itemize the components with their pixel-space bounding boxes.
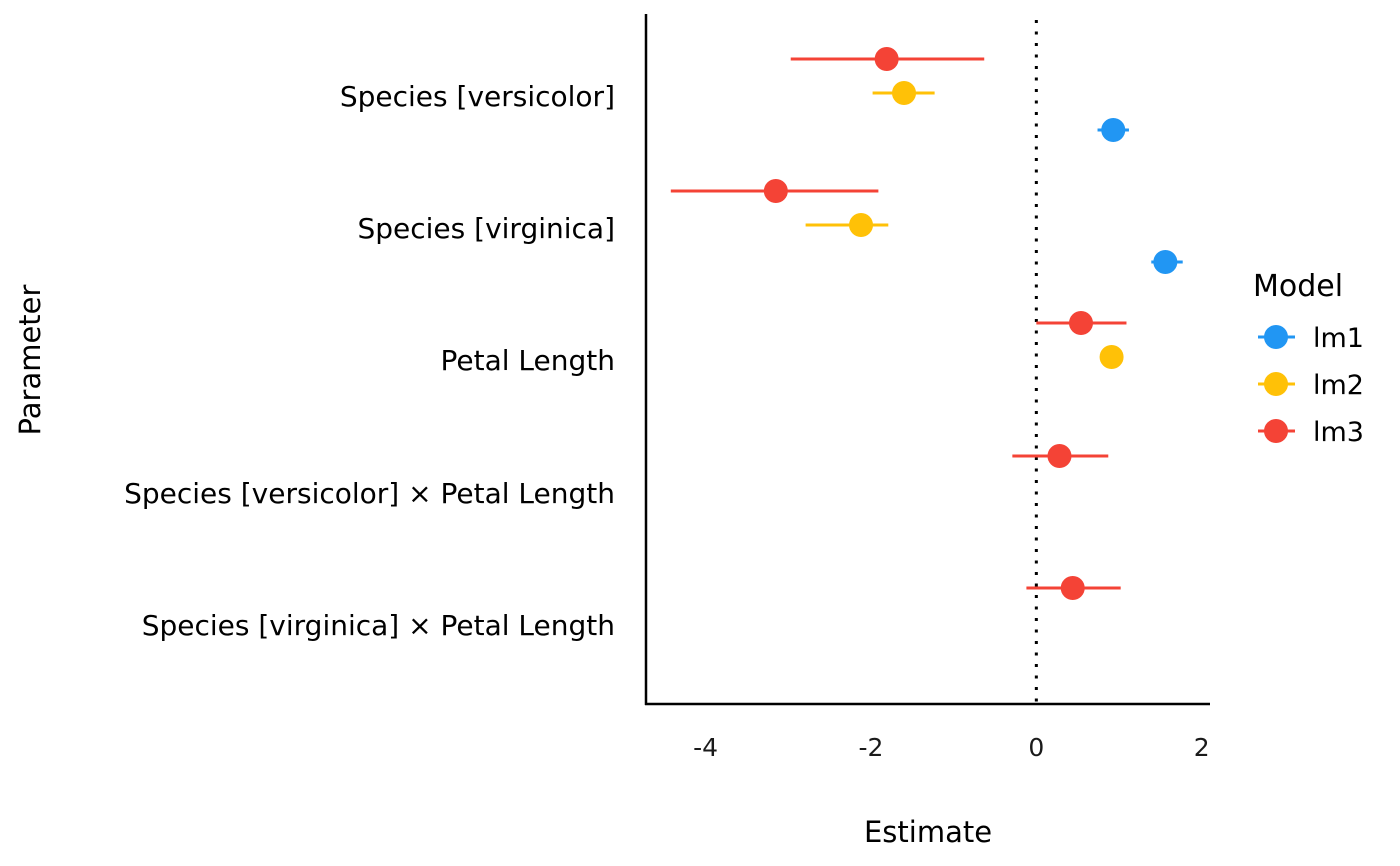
estimate-point xyxy=(874,47,899,71)
estimate-point xyxy=(1060,576,1085,600)
estimate-point xyxy=(1047,444,1072,468)
legend-label: lm2 xyxy=(1313,370,1364,401)
legend-item-lm1: lm1 xyxy=(1258,323,1364,354)
x-axis-ticks: -4 -2 0 2 xyxy=(693,733,1210,762)
estimate-point xyxy=(1153,250,1178,274)
data-point-lm1 xyxy=(1097,118,1129,142)
legend-key-point xyxy=(1264,325,1288,349)
y-tick-label: Species [versicolor] × Petal Length xyxy=(124,477,615,510)
x-tick-label: 0 xyxy=(1028,733,1044,762)
data-point-lm2 xyxy=(1099,345,1124,369)
legend-key-point xyxy=(1264,419,1288,443)
y-tick-label: Petal Length xyxy=(440,344,615,377)
y-axis-title: Parameter xyxy=(13,284,47,435)
data-point-lm3 xyxy=(1012,444,1109,468)
y-tick-label: Species [virginica] xyxy=(357,212,615,245)
legend-item-lm2: lm2 xyxy=(1258,370,1364,401)
data-point-lm3 xyxy=(790,47,985,71)
legend: Model lm1 lm2 lm3 xyxy=(1253,269,1364,448)
data-point-lm1 xyxy=(1151,250,1183,274)
x-tick-label: 2 xyxy=(1194,733,1210,762)
legend-item-lm3: lm3 xyxy=(1258,417,1364,448)
data-point-lm3 xyxy=(1036,311,1127,335)
estimate-point xyxy=(892,81,917,105)
data-point-lm2 xyxy=(805,213,889,237)
estimate-point xyxy=(849,213,874,237)
legend-title: Model xyxy=(1253,269,1343,304)
legend-key-point xyxy=(1264,372,1288,396)
x-axis-title: Estimate xyxy=(864,815,992,849)
data-point-lm2 xyxy=(872,81,935,105)
y-tick-label: Species [virginica] × Petal Length xyxy=(142,609,615,642)
y-axis-labels: Species [versicolor] Species [virginica] P… xyxy=(124,80,615,642)
plot-area xyxy=(644,14,1210,706)
estimate-point xyxy=(1099,345,1124,369)
legend-label: lm1 xyxy=(1313,323,1364,354)
data-marks xyxy=(670,47,1183,600)
estimate-point xyxy=(1101,118,1126,142)
data-point-lm3 xyxy=(670,179,879,203)
x-tick-label: -4 xyxy=(693,733,718,762)
x-tick-label: -2 xyxy=(858,733,883,762)
legend-label: lm3 xyxy=(1313,417,1364,448)
estimate-point xyxy=(1068,311,1093,335)
y-tick-label: Species [versicolor] xyxy=(340,80,615,113)
data-point-lm3 xyxy=(1026,576,1121,600)
estimate-point xyxy=(763,179,788,203)
